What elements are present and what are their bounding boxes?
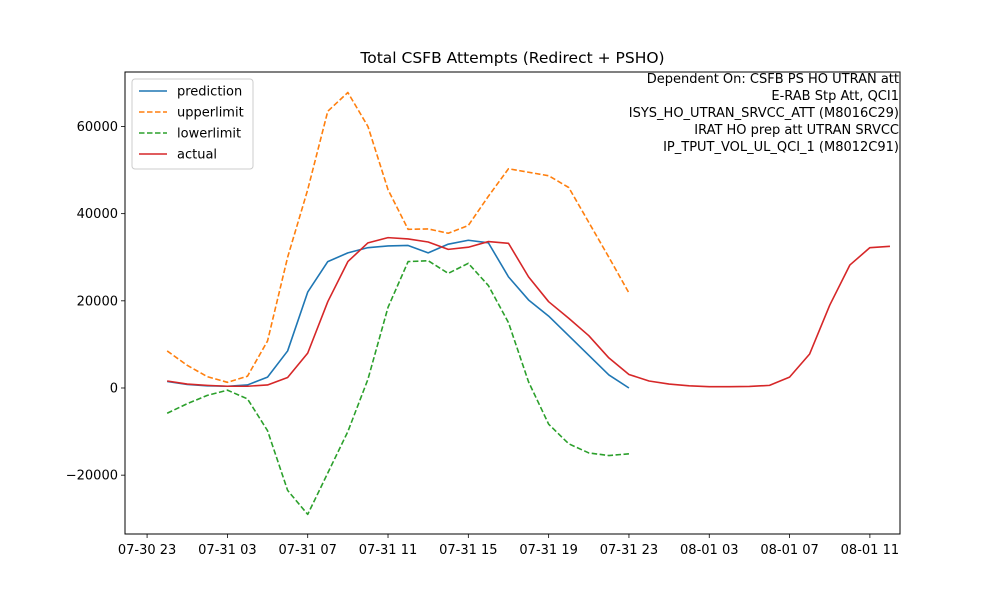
plot-area-frame xyxy=(124,71,901,535)
annotation-line: Dependent On: CSFB PS HO UTRAN att xyxy=(647,72,899,87)
legend-label-prediction: prediction xyxy=(177,85,242,100)
series-line-actual xyxy=(167,236,891,388)
legend-label-actual: actual xyxy=(177,148,217,163)
y-tick-label: 40000 xyxy=(77,207,118,222)
legend-box xyxy=(131,78,254,170)
x-tick-label: 07-31 03 xyxy=(198,543,256,558)
y-tick-label: 20000 xyxy=(77,294,118,309)
x-tick-label: 07-31 15 xyxy=(439,543,497,558)
series-line-upperlimit xyxy=(166,91,630,384)
annotation-line: IRAT HO prep att UTRAN SRVCC xyxy=(694,123,899,138)
legend: prediction upperlimit lowerlimit actual xyxy=(131,78,254,170)
legend-label-lowerlimit: lowerlimit xyxy=(177,127,241,142)
x-tick-label: 08-01 03 xyxy=(680,543,738,558)
y-tick-label: −20000 xyxy=(66,469,118,484)
series-line-lowerlimit xyxy=(166,259,630,516)
x-tick-label: 07-31 11 xyxy=(359,543,417,558)
x-tick-label: 08-01 11 xyxy=(841,543,899,558)
x-tick-label: 08-01 07 xyxy=(760,543,818,558)
annotation-line: ISYS_HO_UTRAN_SRVCC_ATT (M8016C29) xyxy=(629,106,899,121)
x-tick-label: 07-30 23 xyxy=(118,543,176,558)
annotation-line: IP_TPUT_VOL_UL_QCI_1 (M8012C91) xyxy=(663,140,899,155)
y-tick-label: 0 xyxy=(110,381,118,396)
dependency-annotation: Dependent On: CSFB PS HO UTRAN att E-RAB … xyxy=(629,72,899,155)
series-line-prediction xyxy=(167,239,630,389)
chart-title: Total CSFB Attempts (Redirect + PSHO) xyxy=(359,49,664,67)
x-tick-label: 07-31 19 xyxy=(519,543,577,558)
series-layer xyxy=(166,91,891,516)
x-tick-label: 07-31 23 xyxy=(600,543,658,558)
annotation-line: E-RAB Stp Att, QCI1 xyxy=(771,89,899,104)
x-tick-label: 07-31 07 xyxy=(278,543,336,558)
axes-layer: 07-30 23 07-31 03 07-31 07 07-31 11 07-31 15… xyxy=(66,120,899,558)
legend-label-upperlimit: upperlimit xyxy=(177,106,244,121)
y-tick-label: 60000 xyxy=(77,120,118,135)
